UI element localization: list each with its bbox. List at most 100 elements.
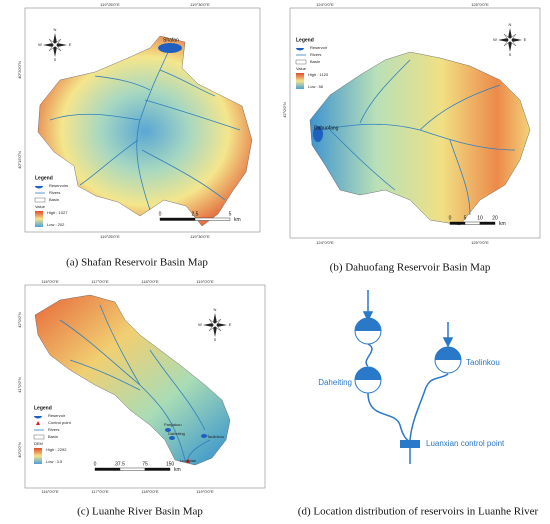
- legend-symbol: [34, 416, 42, 419]
- coord-label: 119°0'0"E: [196, 489, 214, 494]
- compass-label: W: [493, 37, 497, 42]
- place-label: Panjiakou: [164, 422, 182, 427]
- coord-label: 117°0'0"E: [91, 489, 109, 494]
- legend-label: Low : 202: [47, 222, 65, 227]
- scale-label: 2.5: [192, 211, 199, 217]
- reservoir-label: Dahuofang: [314, 125, 339, 131]
- river: [317, 59, 516, 216]
- coord-label: 116°0'0"E: [41, 279, 59, 284]
- scale-label: 20: [492, 215, 498, 221]
- coord-label: 42°0'0"N: [282, 102, 287, 118]
- legend-label: Low : 3.5: [46, 459, 63, 464]
- compass-label: N: [214, 307, 217, 312]
- caption: (d) Location distribution of reservoirs …: [298, 506, 539, 518]
- coord-label: 124°0'0"E: [316, 2, 334, 7]
- scale-label: km: [174, 467, 181, 473]
- coord-label: 118°0'0"E: [141, 489, 159, 494]
- legend-symbol: [33, 434, 45, 440]
- node-label: Luanxian control point: [426, 439, 505, 448]
- place-label: Taolinkou: [207, 434, 224, 439]
- scale-bar: [119, 467, 146, 471]
- compass-label: E: [524, 37, 527, 42]
- reservoir-icon: [354, 317, 382, 345]
- map-frame: [24, 284, 266, 489]
- compass-label: W: [198, 322, 202, 327]
- coord-label: 117°0'0"E: [91, 279, 109, 284]
- coord-label: 125°0'0"E: [471, 2, 489, 7]
- scale-label: 0: [449, 215, 452, 221]
- compass-label: W: [38, 42, 42, 47]
- flow: [409, 373, 449, 441]
- node-label: Daheiting: [318, 378, 352, 387]
- compass-label: N: [54, 27, 57, 32]
- reservoir: [169, 436, 175, 440]
- control-point: [186, 458, 190, 463]
- scale-label: 37.5: [115, 461, 125, 467]
- coord-label: 118°0'0"E: [141, 279, 159, 284]
- reservoir: [201, 434, 207, 438]
- compass-label: S: [214, 337, 217, 342]
- scale-bar: [159, 217, 196, 221]
- scale-label: 0: [159, 211, 162, 217]
- scale-bar: [464, 221, 481, 225]
- reservoir: [313, 126, 323, 142]
- river: [59, 304, 211, 461]
- scale-label: 0: [94, 461, 97, 467]
- coord-label: 119°25'0"E: [100, 2, 120, 7]
- legend-label: Rivers: [310, 52, 321, 57]
- legend-symbol: [296, 48, 304, 51]
- basin: [37, 35, 253, 227]
- legend-label: Reservoirs: [49, 183, 68, 188]
- coord-label: 124°0'0"E: [316, 240, 334, 245]
- diagram: [362, 290, 454, 464]
- river: [49, 47, 241, 211]
- legend-label: Low : 56: [308, 84, 324, 89]
- flow: [367, 392, 411, 443]
- legend-label: Rivers: [49, 190, 60, 195]
- control-point-icon: [400, 440, 420, 448]
- compass-star: [208, 318, 222, 332]
- coord-label: 42°0'0"N: [17, 312, 22, 328]
- scale-bar: [194, 217, 231, 221]
- compass-star: [503, 33, 517, 47]
- coord-label: 119°0'0"E: [196, 279, 214, 284]
- compass-label: S: [54, 57, 57, 62]
- compass-label: E: [69, 42, 72, 47]
- legend-ramp: [296, 73, 304, 89]
- coord-label: 40°15'0"N: [17, 151, 22, 169]
- reservoir: [158, 43, 182, 53]
- legend-ramp: [34, 448, 42, 464]
- legend-label: Reservoir: [48, 413, 66, 418]
- legend-label: High : 1120: [308, 72, 329, 77]
- coord-label: 40°20'0"N: [17, 61, 22, 79]
- coord-label: 125°0'0"E: [471, 240, 489, 245]
- compass-label: N: [509, 22, 512, 27]
- reservoir-icon: [354, 366, 382, 394]
- scale-bar: [479, 221, 496, 225]
- coord-label: 119°25'0"E: [100, 234, 120, 239]
- reservoir-label: Shafan: [163, 37, 179, 43]
- coord-label: 40°0'0"N: [17, 442, 22, 458]
- place-label: Daheiting: [168, 431, 185, 436]
- scale-bar: [94, 467, 121, 471]
- coord-label: 119°30'0"E: [190, 234, 210, 239]
- legend-label: Value: [296, 66, 307, 71]
- flow: [365, 343, 373, 367]
- legend-label: Control point: [48, 420, 72, 425]
- scale-bar: [449, 221, 466, 225]
- map-frame: [289, 7, 541, 239]
- reservoir: [165, 428, 171, 432]
- caption: (b) Dahuofang Reservoir Basin Map: [330, 262, 491, 274]
- coord-label: 119°30'0"E: [190, 2, 210, 7]
- legend-label: Rivers: [48, 427, 59, 432]
- legend-title: Legend: [296, 37, 314, 43]
- coord-label: 116°0'0"E: [41, 489, 59, 494]
- arrow-head: [362, 311, 374, 322]
- map-frame: [24, 7, 261, 233]
- legend-symbol: [35, 186, 43, 189]
- legend-label: Basin: [310, 59, 320, 64]
- legend-label: Reservoir: [310, 45, 328, 50]
- legend-label: Basin: [48, 434, 58, 439]
- legend-title: Legend: [34, 405, 52, 411]
